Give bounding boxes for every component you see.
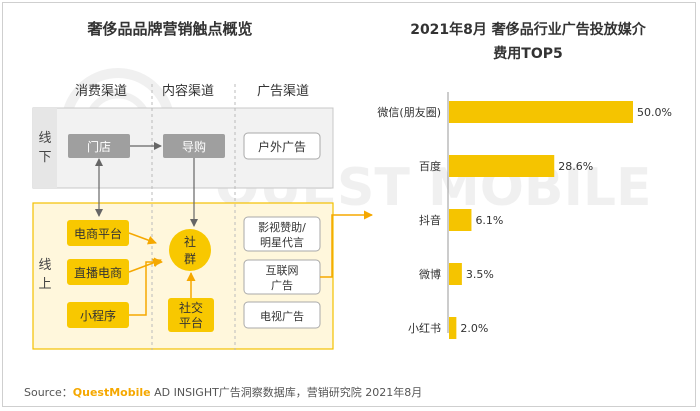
bar-1 <box>449 155 555 177</box>
frame-border <box>2 2 696 407</box>
col-ad: 广告渠道 <box>257 84 309 99</box>
node-ecommerce-label: 电商平台 <box>74 226 122 241</box>
bar-2 <box>449 209 472 231</box>
value-label-3: 3.5% <box>466 268 494 281</box>
source-prefix: Source： <box>24 386 73 399</box>
category-label-3: 微博 <box>419 267 441 281</box>
value-label-2: 6.1% <box>475 214 503 227</box>
node-livestream <box>67 259 129 285</box>
offline-label-1: 线 <box>38 131 51 146</box>
arrow-ecommerce-community <box>128 232 157 245</box>
node-tv <box>243 301 321 329</box>
node-social-label-2: 平台 <box>179 315 203 330</box>
node-guide-label: 导购 <box>182 139 206 154</box>
offline-label-strip <box>33 108 57 188</box>
online-label-2: 上 <box>38 277 51 292</box>
node-ecommerce <box>67 220 129 246</box>
bar-4 <box>449 317 457 339</box>
node-miniapp-label: 小程序 <box>80 308 116 323</box>
node-miniapp <box>67 302 129 328</box>
arrow-miniapp-community <box>129 257 163 316</box>
node-film-label-2: 明星代言 <box>260 236 304 249</box>
chart-title-line1: 2021年8月 奢侈品行业广告投放媒介 <box>410 21 647 38</box>
left-title: 奢侈品品牌营销触点概览 <box>86 20 252 38</box>
node-livestream-label: 直播电商 <box>74 265 122 280</box>
node-community-label-1: 社 <box>184 234 196 249</box>
value-label-0: 50.0% <box>637 106 672 119</box>
node-outdoor <box>243 132 321 160</box>
node-community <box>169 229 211 271</box>
node-film <box>243 216 321 252</box>
node-outdoor-label: 户外广告 <box>258 139 306 154</box>
node-store-label: 门店 <box>87 139 111 154</box>
category-label-2: 抖音 <box>419 213 441 227</box>
arrow-internet-chart <box>320 210 373 278</box>
category-label-4: 小红书 <box>408 322 441 335</box>
col-consume: 消费渠道 <box>75 84 127 99</box>
node-tv-label: 电视广告 <box>260 309 304 323</box>
online-label-1: 线 <box>38 258 51 273</box>
category-label-1: 百度 <box>419 159 441 173</box>
node-film-label-1: 影视赞助/ <box>258 220 306 234</box>
bar-group: 微信(朋友圈) 50.0% 百度 28.6% 抖音 6.1% 微博 3.5% 小红书 2.0% <box>377 101 672 339</box>
node-internet-label-2: 广告 <box>271 279 293 292</box>
node-guide <box>163 134 225 158</box>
node-social-label-1: 社交 <box>179 300 203 315</box>
node-store <box>68 134 130 158</box>
col-content: 内容渠道 <box>162 83 214 99</box>
category-label-0: 微信(朋友圈) <box>377 105 441 119</box>
source-brand: QuestMobile <box>73 386 151 399</box>
value-label-4: 2.0% <box>460 322 488 335</box>
source-line: Source：QuestMobile AD INSIGHT广告洞察数据库，营销研… <box>24 385 422 399</box>
offline-label-2: 下 <box>38 150 51 165</box>
bar-3 <box>449 263 462 285</box>
chart-title-line2: 费用TOP5 <box>493 45 562 62</box>
node-social <box>168 298 214 332</box>
bar-0 <box>449 101 633 123</box>
value-label-1: 28.6% <box>558 160 593 173</box>
node-internet-label-1: 互联网 <box>266 264 299 277</box>
source-rest: AD INSIGHT广告洞察数据库，营销研究院 2021年8月 <box>151 385 423 399</box>
node-community-label-2: 群 <box>184 252 196 266</box>
